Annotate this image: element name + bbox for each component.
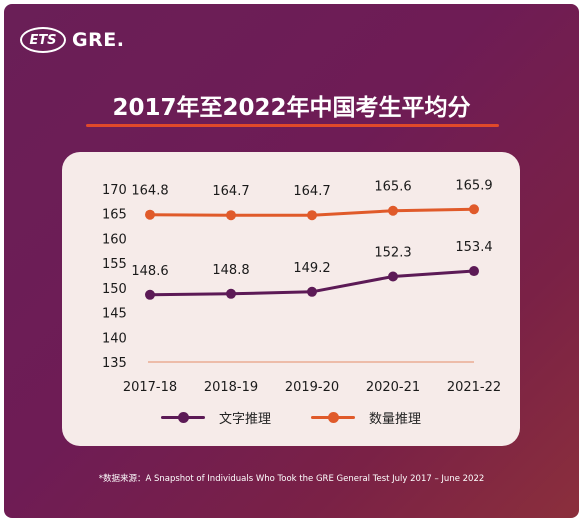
legend-item-verbal: 文字推理	[160, 408, 271, 427]
legend-dot-verbal	[177, 411, 189, 423]
data-point-1	[226, 210, 236, 221]
chart-title: 2017年至2022年中国考生平均分	[112, 95, 471, 121]
data-point-0	[226, 288, 236, 299]
y-tick-label: 145	[102, 307, 127, 322]
gre-logo-text: GRE.	[72, 29, 125, 51]
data-point-0	[388, 271, 398, 282]
x-tick-label: 2020-21	[366, 380, 420, 395]
data-label-1: 164.7	[212, 184, 249, 199]
y-tick-label: 160	[102, 232, 127, 247]
x-tick-label: 2019-20	[285, 380, 339, 395]
legend-dot-quant	[328, 411, 339, 423]
x-tick-label: 2017-18	[123, 380, 177, 395]
data-point-0	[469, 266, 479, 277]
line-chart: 170 165 160 155 150 145 140 135 2017-18 2018-19 20…	[102, 178, 501, 395]
legend-label-quant: 数量推理	[369, 411, 422, 427]
y-tick-label: 140	[102, 331, 127, 346]
data-point-0	[307, 286, 317, 297]
ets-logo-mark: ETS	[20, 27, 66, 53]
data-source-footnote: *数据来源：A Snapshot of Individuals Who Took…	[98, 474, 485, 484]
infographic-poster: ETS GRE. 2017年至2022年中国考生平均分 170 165 160 155…	[4, 4, 579, 518]
x-tick-label: 2021-22	[447, 380, 501, 395]
legend-swatch-quant	[311, 411, 355, 423]
data-point-1	[145, 209, 155, 220]
legend-swatch-verbal	[160, 411, 205, 423]
data-label-1: 165.6	[374, 180, 411, 195]
data-label-1: 165.9	[455, 178, 492, 193]
legend-item-quant: 数量推理	[311, 408, 421, 427]
data-point-1	[469, 204, 479, 215]
legend-label-verbal: 文字推理	[218, 411, 271, 427]
data-label-0: 152.3	[374, 245, 411, 260]
y-tick-label: 165	[102, 208, 127, 223]
data-label-1: 164.8	[131, 184, 168, 199]
chart-legend: 文字推理 数量推理	[62, 404, 520, 430]
data-label-1: 164.7	[293, 184, 330, 199]
data-label-0: 148.8	[212, 263, 249, 278]
y-tick-label: 135	[102, 356, 127, 371]
data-label-0: 153.4	[455, 240, 492, 255]
data-point-0	[145, 289, 155, 300]
data-label-0: 148.6	[131, 264, 168, 279]
data-label-0: 149.2	[293, 261, 330, 276]
data-point-1	[307, 210, 317, 221]
data-point-1	[388, 205, 398, 216]
chart-card: 170 165 160 155 150 145 140 135 2017-18 2018-19 20…	[62, 152, 520, 446]
ets-gre-logo: ETS GRE.	[20, 26, 124, 54]
y-tick-label: 170	[102, 183, 127, 198]
x-tick-label: 2018-19	[204, 380, 258, 395]
title-underline	[86, 124, 499, 127]
y-tick-label: 150	[102, 282, 127, 297]
y-tick-label: 155	[102, 257, 127, 272]
